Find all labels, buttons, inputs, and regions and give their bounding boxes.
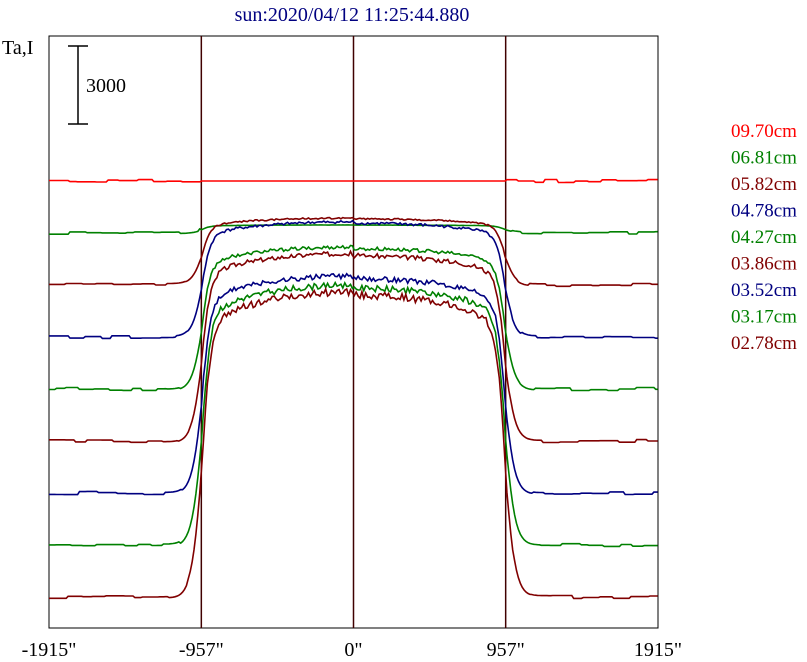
x-tick-label-0: -1915" <box>22 639 77 661</box>
legend-entry-04.78cm: 04.78cm <box>731 201 797 222</box>
legend-entry-02.78cm: 02.78cm <box>731 333 797 354</box>
vertical-reference-lines <box>200 36 507 628</box>
series-line-03.52cm <box>49 272 658 496</box>
x-tick-label-1: -957" <box>179 639 224 661</box>
series-line-03.17cm <box>49 280 658 548</box>
legend-entry-05.82cm: 05.82cm <box>731 174 797 195</box>
legend-entry-03.17cm: 03.17cm <box>731 307 797 328</box>
series-line-02.78cm <box>49 286 658 600</box>
series-line-04.78cm <box>49 219 658 340</box>
legend-entry-06.81cm: 06.81cm <box>731 148 797 169</box>
series-lines <box>49 178 658 600</box>
series-line-05.82cm <box>49 216 658 288</box>
series-line-03.86cm <box>49 249 658 444</box>
legend-entry-09.70cm: 09.70cm <box>731 121 797 142</box>
x-tick-label-4: 1915" <box>634 639 682 661</box>
scale-bar-label: 3000 <box>86 75 126 97</box>
series-line-04.27cm <box>49 244 658 392</box>
y-axis-label: Ta,I <box>2 37 33 59</box>
x-tick-labels: -1915" -957" 0" 957" 1915" <box>22 639 683 661</box>
legend: 09.70cm 06.81cm 05.82cm 04.78cm 04.27cm 03.86… <box>731 121 797 354</box>
scale-bar: 3000 <box>68 45 126 125</box>
legend-entry-04.27cm: 04.27cm <box>731 227 797 248</box>
legend-entry-03.86cm: 03.86cm <box>731 254 797 275</box>
legend-entry-03.52cm: 03.52cm <box>731 280 797 301</box>
series-line-06.81cm <box>49 224 658 235</box>
series-line-09.70cm <box>49 178 658 184</box>
x-tick-label-2: 0" <box>344 639 362 661</box>
chart-title: sun:2020/04/12 11:25:44.880 <box>235 4 470 26</box>
x-tick-label-3: 957" <box>487 639 525 661</box>
